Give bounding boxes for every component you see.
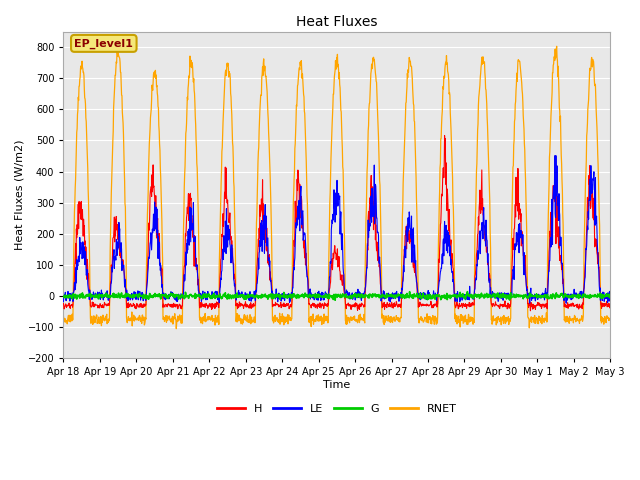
Y-axis label: Heat Fluxes (W/m2): Heat Fluxes (W/m2) bbox=[15, 140, 25, 250]
Legend: H, LE, G, RNET: H, LE, G, RNET bbox=[212, 399, 461, 418]
Text: EP_level1: EP_level1 bbox=[74, 38, 133, 48]
Title: Heat Fluxes: Heat Fluxes bbox=[296, 15, 378, 29]
X-axis label: Time: Time bbox=[323, 380, 351, 390]
